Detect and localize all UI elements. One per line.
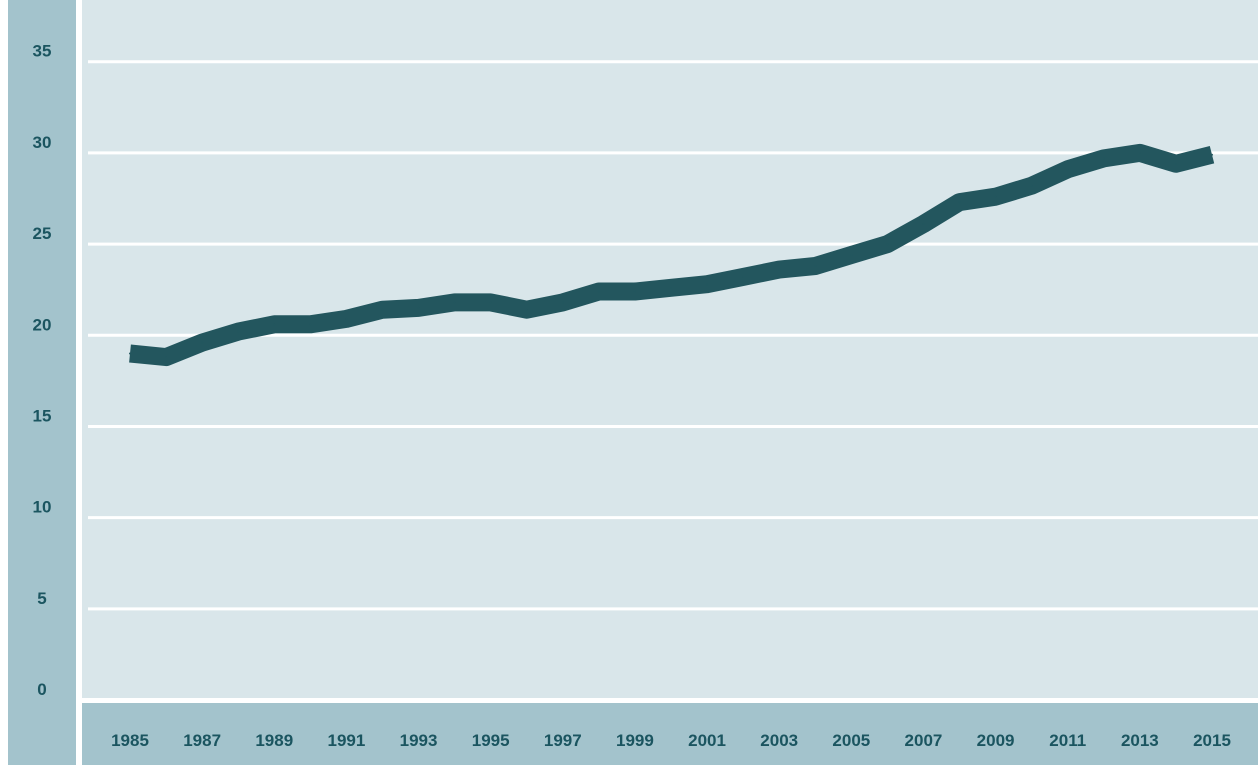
x-tick-label: 2011 xyxy=(1049,731,1086,750)
x-tick-label: 2007 xyxy=(905,731,943,750)
data-point-2004 xyxy=(814,264,817,267)
x-tick-label: 2003 xyxy=(760,731,798,750)
x-tick-label: 1993 xyxy=(400,731,438,750)
data-point-1989 xyxy=(273,323,276,326)
y-tick-label: 5 xyxy=(37,589,46,608)
x-tick-label: 2005 xyxy=(832,731,870,750)
x-tick-label: 2001 xyxy=(688,731,726,750)
data-point-1987 xyxy=(201,341,204,344)
data-point-1986 xyxy=(165,356,168,359)
data-point-2001 xyxy=(706,283,709,286)
data-point-1991 xyxy=(345,317,348,320)
data-point-1996 xyxy=(525,308,528,311)
data-point-2000 xyxy=(670,286,672,289)
y-tick-label: 25 xyxy=(33,224,52,243)
x-tick-label: 1985 xyxy=(111,731,149,750)
data-point-2008 xyxy=(958,201,961,204)
data-point-2006 xyxy=(886,243,889,246)
data-point-2015 xyxy=(1211,153,1213,156)
y-tick-label: 15 xyxy=(33,406,52,425)
data-point-2007 xyxy=(922,223,925,226)
x-tick-label: 2015 xyxy=(1193,731,1231,750)
data-point-2005 xyxy=(850,254,853,257)
y-axis-tick-labels: 0 5 10 15 20 25 30 35 xyxy=(33,42,52,699)
data-point-1999 xyxy=(633,290,636,293)
plot-area xyxy=(82,0,1258,698)
x-axis-tick-labels: 1985 1987 1989 1991 1993 1995 1997 1999 2001 2003… xyxy=(111,731,1231,750)
x-axis-band xyxy=(82,703,1258,765)
data-point-2002 xyxy=(742,275,745,278)
data-point-2003 xyxy=(778,268,781,271)
y-tick-label: 30 xyxy=(33,133,52,152)
gridlines xyxy=(88,60,1258,611)
x-tick-label: 2009 xyxy=(977,731,1015,750)
x-tick-label: 1997 xyxy=(544,731,582,750)
y-tick-label: 0 xyxy=(37,680,46,699)
x-tick-label: 1991 xyxy=(327,731,365,750)
data-point-1994 xyxy=(453,301,456,304)
x-tick-label: 1987 xyxy=(183,731,221,750)
y-tick-label: 10 xyxy=(33,498,52,517)
x-tick-label: 2013 xyxy=(1121,731,1159,750)
x-tick-label: 1999 xyxy=(616,731,654,750)
data-point-1998 xyxy=(597,290,600,293)
data-point-1985 xyxy=(129,352,131,355)
data-point-1990 xyxy=(309,323,312,326)
series-group xyxy=(129,143,1215,367)
data-point-1988 xyxy=(237,330,240,333)
data-point-2010 xyxy=(1030,184,1033,187)
data-point-1993 xyxy=(417,306,420,309)
data-point-2012 xyxy=(1102,157,1105,160)
data-point-1997 xyxy=(561,301,564,304)
y-tick-label: 20 xyxy=(33,315,52,334)
data-point-2011 xyxy=(1066,168,1069,171)
data-point-1992 xyxy=(381,308,384,311)
x-tick-label: 1989 xyxy=(255,731,293,750)
data-point-2014 xyxy=(1174,162,1177,165)
data-point-2013 xyxy=(1138,151,1141,154)
data-point-1995 xyxy=(489,301,492,304)
y-axis-band xyxy=(8,0,76,765)
x-tick-label: 1995 xyxy=(472,731,510,750)
y-tick-label: 35 xyxy=(33,42,52,61)
data-point-2009 xyxy=(994,195,997,198)
